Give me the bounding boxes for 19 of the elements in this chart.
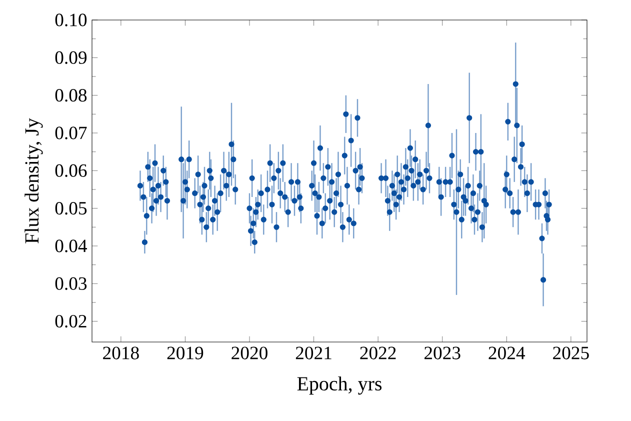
x-tick-label: 2020 [232,346,268,360]
y-tick-label: 0.05 [55,202,87,215]
x-tick-label: 2025 [553,346,589,360]
x-axis-title: Epoch, yrs [297,376,382,395]
x-tick-label: 2023 [424,346,460,360]
x-tick-label: 2024 [488,346,526,360]
y-tick-label: 0.04 [55,240,88,252]
y-tick-label: 0.09 [55,51,87,64]
y-tick-label: 0.10 [55,14,87,26]
x-tick-label: 2021 [296,346,332,360]
y-tick-label: 0.02 [55,314,86,328]
y-tick-label: 0.03 [55,277,87,290]
y-tick-label: 0.06 [55,164,87,177]
y-axis-title: Flux density, Jy [24,118,43,244]
y-tick-label: 0.07 [55,126,87,140]
x-tick-label: 2022 [360,346,396,360]
x-tick-label: 2019 [167,346,204,360]
x-tick-label: 2018 [103,346,139,360]
y-tick-label: 0.08 [55,88,87,102]
